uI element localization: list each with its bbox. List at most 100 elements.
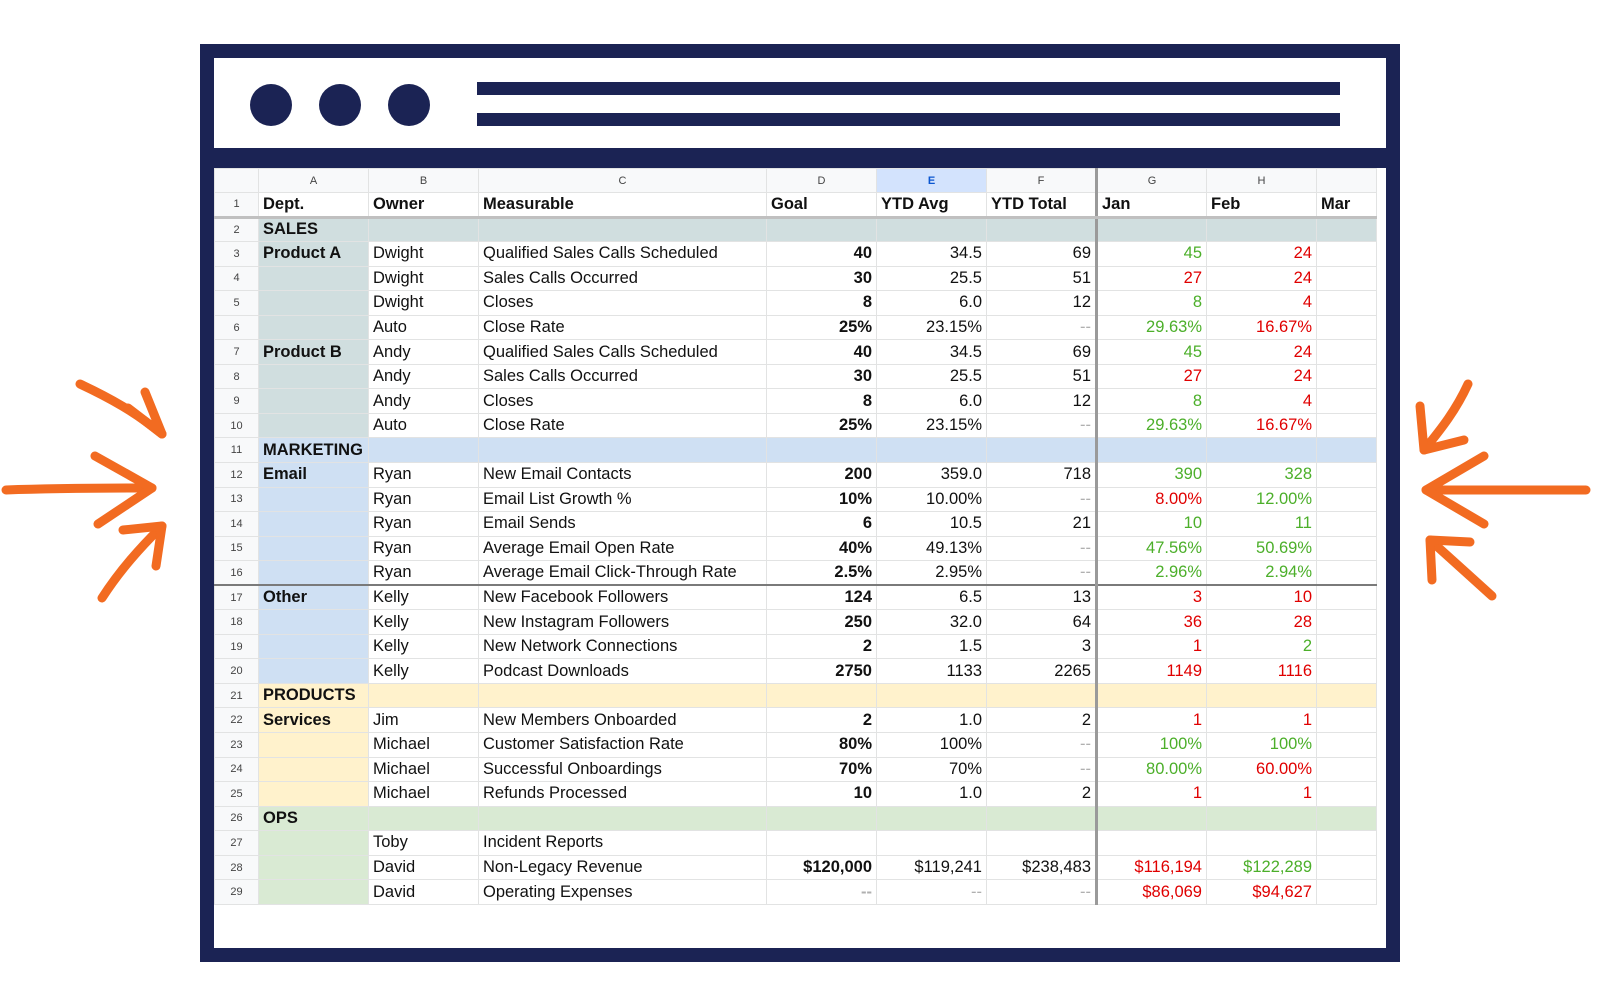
- cell-dept[interactable]: [258, 781, 369, 807]
- cell-dept[interactable]: [258, 486, 369, 513]
- cell-goal[interactable]: 2: [766, 633, 877, 660]
- row-number[interactable]: 17: [214, 584, 259, 611]
- cell-ytd-total[interactable]: 2265: [986, 658, 1098, 684]
- cell-dept[interactable]: [258, 879, 369, 905]
- cell-ytd-total[interactable]: $238,483: [986, 854, 1098, 881]
- cell-goal[interactable]: 25%: [766, 412, 877, 439]
- cell-measurable[interactable]: Refunds Processed: [478, 781, 767, 807]
- cell-dept[interactable]: [258, 290, 369, 316]
- row-number[interactable]: 4: [214, 265, 259, 292]
- cell-mar[interactable]: [1316, 339, 1377, 365]
- row-number[interactable]: 3: [214, 241, 259, 267]
- cell-measurable[interactable]: New Instagram Followers: [478, 609, 767, 635]
- row-number[interactable]: 8: [214, 363, 259, 390]
- cell-ytd-avg[interactable]: 10.00%: [876, 486, 987, 513]
- cell-mar[interactable]: [1316, 805, 1377, 832]
- header-cell[interactable]: Feb: [1206, 192, 1317, 219]
- cell-dept[interactable]: [258, 830, 369, 856]
- cell-goal[interactable]: 40: [766, 339, 877, 365]
- cell-feb[interactable]: 60.00%: [1206, 756, 1317, 783]
- row-number[interactable]: 12: [214, 462, 259, 488]
- cell-ytd-avg[interactable]: 6.0: [876, 388, 987, 414]
- cell-goal[interactable]: 124: [766, 584, 877, 611]
- cell-feb[interactable]: 2: [1206, 633, 1317, 660]
- cell-jan[interactable]: 1: [1096, 633, 1207, 660]
- row-number[interactable]: 27: [214, 830, 259, 856]
- cell-jan[interactable]: 8: [1096, 290, 1207, 316]
- cell-dept[interactable]: [258, 609, 369, 635]
- cell-goal[interactable]: $120,000: [766, 854, 877, 881]
- cell-jan[interactable]: [1096, 805, 1207, 832]
- row-number[interactable]: 5: [214, 290, 259, 316]
- cell-goal[interactable]: [766, 216, 877, 243]
- cell-ytd-avg[interactable]: [876, 216, 987, 243]
- cell-mar[interactable]: [1316, 216, 1377, 243]
- cell-owner[interactable]: Ryan: [368, 486, 479, 513]
- cell-ytd-avg[interactable]: --: [876, 879, 987, 905]
- row-number[interactable]: 20: [214, 658, 259, 684]
- cell-ytd-avg[interactable]: 1.0: [876, 707, 987, 734]
- row-number[interactable]: 13: [214, 486, 259, 513]
- cell-ytd-avg[interactable]: 1.0: [876, 781, 987, 807]
- cell-measurable[interactable]: Operating Expenses: [478, 879, 767, 905]
- cell-jan[interactable]: 2.96%: [1096, 560, 1207, 586]
- cell-owner[interactable]: Michael: [368, 756, 479, 783]
- cell-ytd-avg[interactable]: 34.5: [876, 339, 987, 365]
- cell-feb[interactable]: 4: [1206, 388, 1317, 414]
- cell-jan[interactable]: 29.63%: [1096, 412, 1207, 439]
- cell-ytd-avg[interactable]: $119,241: [876, 854, 987, 881]
- row-number[interactable]: 19: [214, 633, 259, 660]
- cell-feb[interactable]: [1206, 682, 1317, 709]
- cell-owner[interactable]: Andy: [368, 339, 479, 365]
- cell-ytd-total[interactable]: 12: [986, 388, 1098, 414]
- cell-ytd-total[interactable]: 51: [986, 363, 1098, 390]
- cell-feb[interactable]: 11: [1206, 511, 1317, 537]
- cell-dept[interactable]: SALES: [258, 216, 369, 243]
- header-cell[interactable]: Mar: [1316, 192, 1377, 219]
- header-cell[interactable]: Goal: [766, 192, 877, 219]
- cell-goal[interactable]: [766, 805, 877, 832]
- cell-measurable[interactable]: [478, 682, 767, 709]
- cell-ytd-avg[interactable]: 10.5: [876, 511, 987, 537]
- cell-dept[interactable]: OPS: [258, 805, 369, 832]
- cell-dept[interactable]: [258, 854, 369, 881]
- column-header[interactable]: F: [986, 168, 1098, 193]
- cell-ytd-avg[interactable]: 49.13%: [876, 535, 987, 562]
- cell-mar[interactable]: [1316, 560, 1377, 586]
- cell-feb[interactable]: 328: [1206, 462, 1317, 488]
- cell-ytd-total[interactable]: [986, 216, 1098, 243]
- column-header[interactable]: H: [1206, 168, 1317, 193]
- cell-owner[interactable]: Auto: [368, 314, 479, 341]
- cell-mar[interactable]: [1316, 437, 1377, 464]
- row-number[interactable]: 21: [214, 682, 259, 709]
- cell-mar[interactable]: [1316, 462, 1377, 488]
- cell-goal[interactable]: 30: [766, 265, 877, 292]
- cell-ytd-total[interactable]: 12: [986, 290, 1098, 316]
- cell-ytd-avg[interactable]: 34.5: [876, 241, 987, 267]
- cell-jan[interactable]: [1096, 682, 1207, 709]
- cell-dept[interactable]: Services: [258, 707, 369, 734]
- cell-jan[interactable]: $116,194: [1096, 854, 1207, 881]
- cell-measurable[interactable]: Closes: [478, 290, 767, 316]
- cell-feb[interactable]: 100%: [1206, 732, 1317, 758]
- window-dot-icon[interactable]: [388, 84, 430, 126]
- cell-owner[interactable]: Michael: [368, 732, 479, 758]
- row-number[interactable]: 28: [214, 854, 259, 881]
- cell-dept[interactable]: [258, 388, 369, 414]
- cell-mar[interactable]: [1316, 412, 1377, 439]
- row-number[interactable]: 9: [214, 388, 259, 414]
- cell-measurable[interactable]: Qualified Sales Calls Scheduled: [478, 241, 767, 267]
- cell-measurable[interactable]: Average Email Open Rate: [478, 535, 767, 562]
- cell-goal[interactable]: 250: [766, 609, 877, 635]
- cell-owner[interactable]: Dwight: [368, 241, 479, 267]
- cell-measurable[interactable]: Closes: [478, 388, 767, 414]
- cell-goal[interactable]: 25%: [766, 314, 877, 341]
- row-number[interactable]: 10: [214, 412, 259, 439]
- cell-feb[interactable]: 1: [1206, 707, 1317, 734]
- cell-dept[interactable]: MARKETING: [258, 437, 369, 464]
- cell-owner[interactable]: Ryan: [368, 535, 479, 562]
- cell-mar[interactable]: [1316, 584, 1377, 611]
- column-header[interactable]: D: [766, 168, 877, 193]
- cell-feb[interactable]: 24: [1206, 265, 1317, 292]
- cell-ytd-avg[interactable]: [876, 830, 987, 856]
